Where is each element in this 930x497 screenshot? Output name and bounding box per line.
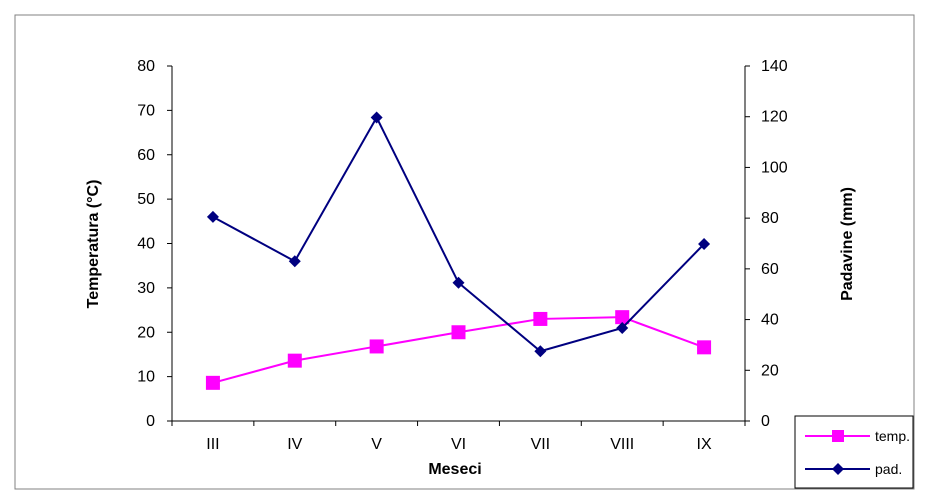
data-point-temp	[205, 375, 220, 390]
legend-pad-marker	[832, 463, 844, 475]
x-tick-label: V	[371, 436, 382, 453]
data-point-temp	[287, 353, 302, 368]
data-point-pad	[370, 111, 383, 124]
y-axis-left-title: Temperatura (°C)	[85, 180, 102, 309]
y-right-tick-label: 0	[761, 413, 770, 430]
x-tick-label: VIII	[610, 436, 634, 453]
data-point-temp	[615, 310, 630, 325]
x-axis-title: Meseci	[428, 461, 481, 478]
y-right-tick-label: 80	[761, 210, 779, 227]
data-point-temp	[451, 325, 466, 340]
data-point-temp	[533, 311, 548, 326]
legend-temp-label: temp.	[875, 428, 910, 444]
data-point-pad	[288, 255, 301, 268]
data-point-temp	[697, 340, 712, 355]
x-tick-label: IV	[287, 436, 302, 453]
x-tick-label: VII	[531, 436, 551, 453]
data-point-temp	[369, 339, 384, 354]
y-axis-right-title: Padavine (mm)	[839, 187, 856, 301]
legend-temp-marker	[832, 430, 844, 442]
y-right-tick-label: 140	[761, 58, 788, 75]
x-tick-label: IX	[697, 436, 712, 453]
legend-pad-label: pad.	[875, 461, 902, 477]
y-left-tick-label: 50	[137, 191, 155, 208]
legend: temp. pad.	[794, 415, 914, 489]
x-tick-label: III	[206, 436, 219, 453]
data-point-pad	[206, 210, 219, 223]
y-right-tick-label: 60	[761, 261, 779, 278]
y-right-tick-label: 120	[761, 109, 788, 126]
data-point-pad	[616, 321, 629, 334]
y-left-tick-label: 80	[137, 58, 155, 75]
legend-box	[794, 415, 914, 489]
tick-labels: 0 10 20 30 40 50 60 70 80 0 20 40 60 80 100 120 140 III IV…	[137, 58, 788, 453]
series-layer	[205, 111, 712, 390]
x-tick-label: VI	[451, 436, 466, 453]
y-left-tick-label: 0	[146, 413, 155, 430]
y-left-tick-label: 70	[137, 102, 155, 119]
axes	[167, 65, 750, 426]
data-point-pad	[534, 345, 547, 358]
y-left-tick-label: 20	[137, 324, 155, 341]
y-left-tick-label: 40	[137, 236, 155, 253]
data-point-pad	[698, 238, 711, 251]
y-right-tick-label: 40	[761, 312, 779, 329]
chart-area-border	[14, 14, 915, 490]
y-right-tick-label: 20	[761, 362, 779, 379]
y-left-tick-label: 60	[137, 147, 155, 164]
y-right-tick-label: 100	[761, 159, 788, 176]
data-point-pad	[452, 276, 465, 289]
y-left-tick-label: 30	[137, 280, 155, 297]
y-left-tick-label: 10	[137, 369, 155, 386]
